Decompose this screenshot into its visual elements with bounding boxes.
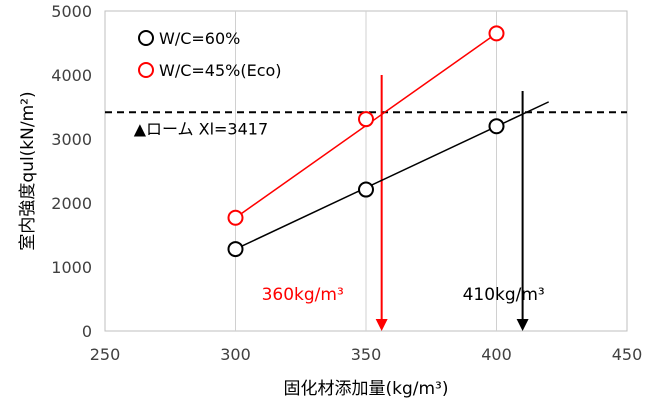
y-tick-label: 5000 bbox=[51, 2, 92, 21]
arrow-label: 360kg/m³ bbox=[262, 285, 344, 305]
x-tick-label: 350 bbox=[351, 345, 382, 364]
arrow-head bbox=[516, 319, 529, 331]
data-point bbox=[488, 25, 505, 42]
grid-lines bbox=[235, 11, 497, 331]
legend: W/C=60% W/C=45%(Eco) bbox=[138, 29, 282, 80]
y-tick-label: 3000 bbox=[51, 130, 92, 149]
x-tick-label: 250 bbox=[90, 345, 121, 364]
reference-line-label: ▲ローム Xl=3417 bbox=[134, 119, 268, 138]
x-axis-label: 固化材添加量(kg/m³) bbox=[283, 379, 448, 399]
x-tick-labels: 250 300 350 400 450 bbox=[90, 345, 643, 364]
arrow-group: 360kg/m³ 410kg/m³ bbox=[262, 75, 545, 331]
data-point bbox=[227, 241, 244, 258]
y-axis-label: 室内強度qul(kN/m²) bbox=[18, 91, 38, 250]
y-tick-label: 0 bbox=[82, 322, 92, 341]
data-point bbox=[358, 111, 374, 128]
y-tick-label: 2000 bbox=[51, 194, 92, 213]
legend-label: W/C=45%(Eco) bbox=[159, 61, 282, 80]
y-tick-label: 1000 bbox=[51, 258, 92, 277]
x-tick-label: 400 bbox=[481, 345, 512, 364]
y-tick-labels: 0 1000 2000 3000 4000 5000 bbox=[51, 2, 92, 341]
data-point bbox=[358, 181, 374, 198]
reference-line-group: ▲ローム Xl=3417 bbox=[105, 111, 627, 138]
x-tick-label: 450 bbox=[612, 345, 643, 364]
legend-marker bbox=[138, 30, 154, 46]
arrow-label: 410kg/m³ bbox=[463, 285, 545, 305]
legend-label: W/C=60% bbox=[159, 29, 240, 48]
data-point bbox=[227, 209, 244, 226]
y-tick-label: 4000 bbox=[51, 66, 92, 85]
data-point bbox=[488, 118, 505, 135]
legend-marker bbox=[138, 62, 154, 78]
x-tick-label: 300 bbox=[220, 345, 251, 364]
series-group bbox=[227, 25, 550, 258]
arrow-head bbox=[375, 319, 388, 331]
